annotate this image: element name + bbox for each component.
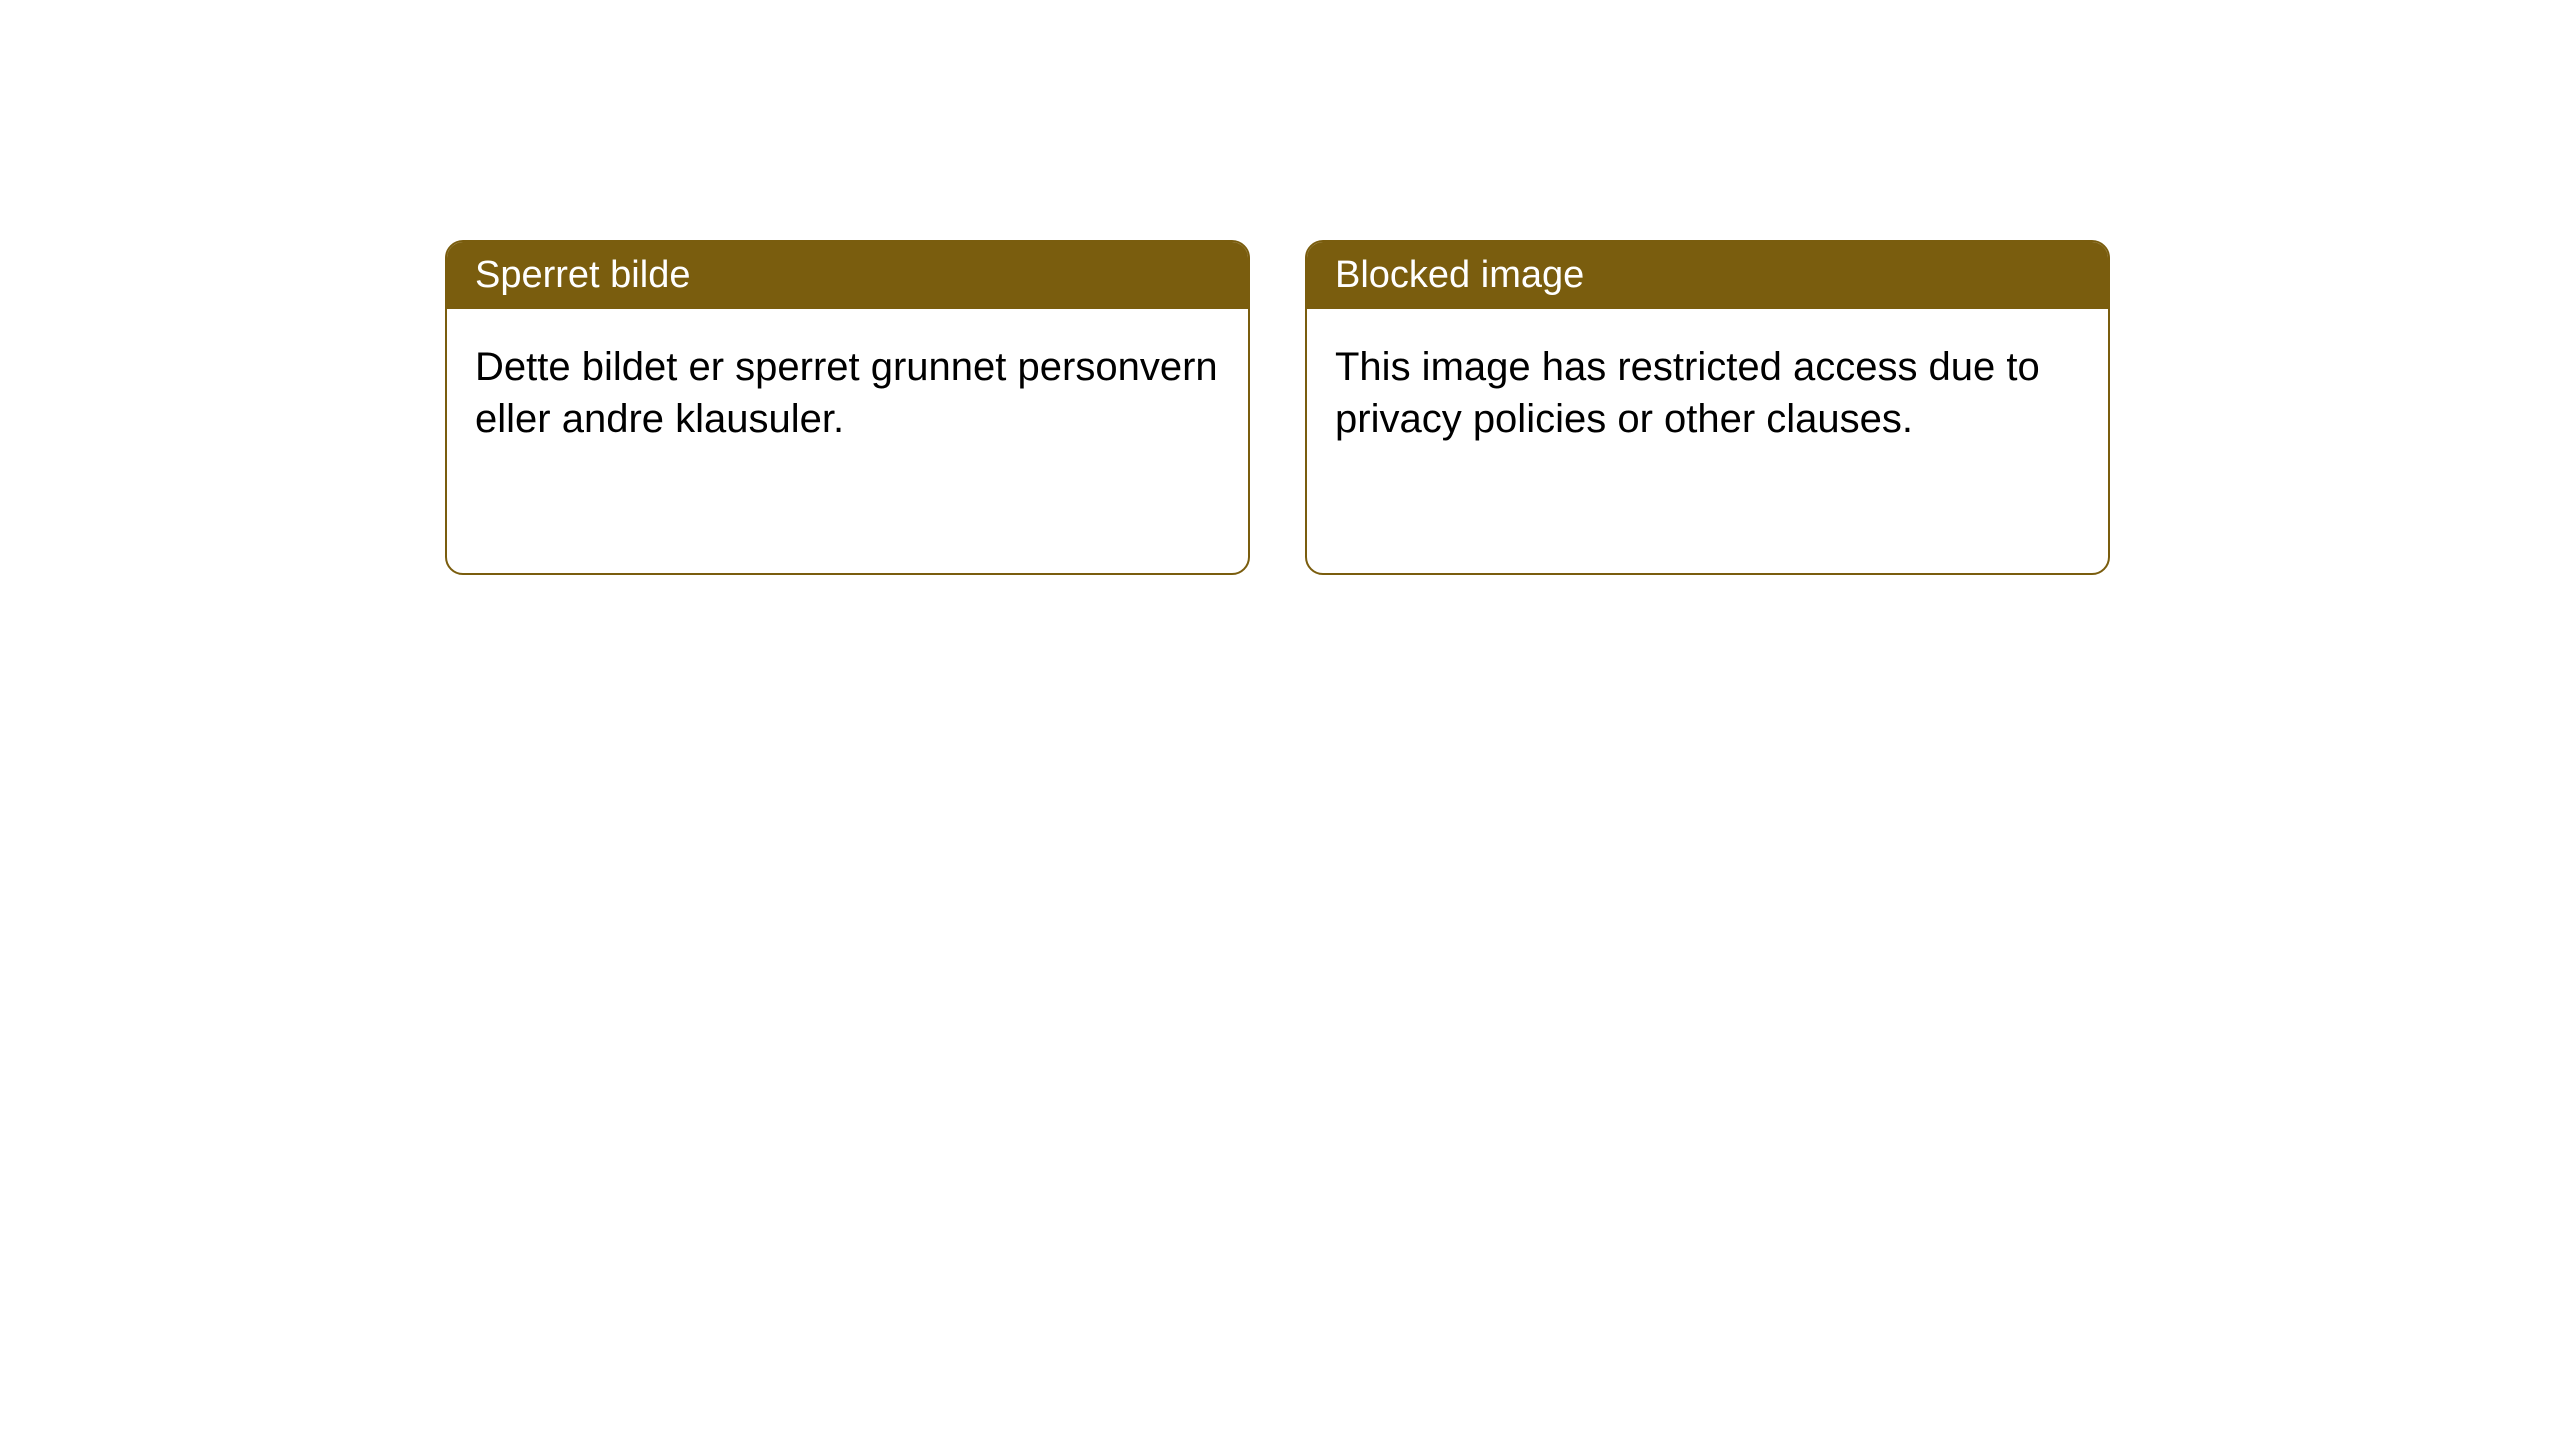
blocked-image-card-en: Blocked image This image has restricted … [1305, 240, 2110, 575]
card-header: Sperret bilde [447, 242, 1248, 309]
card-body: Dette bildet er sperret grunnet personve… [447, 309, 1248, 477]
card-title: Sperret bilde [475, 254, 690, 296]
card-body-text: Dette bildet er sperret grunnet personve… [475, 345, 1218, 441]
notice-container: Sperret bilde Dette bildet er sperret gr… [0, 0, 2560, 575]
card-title: Blocked image [1335, 254, 1584, 296]
card-body-text: This image has restricted access due to … [1335, 345, 2040, 441]
card-header: Blocked image [1307, 242, 2108, 309]
blocked-image-card-no: Sperret bilde Dette bildet er sperret gr… [445, 240, 1250, 575]
card-body: This image has restricted access due to … [1307, 309, 2108, 477]
